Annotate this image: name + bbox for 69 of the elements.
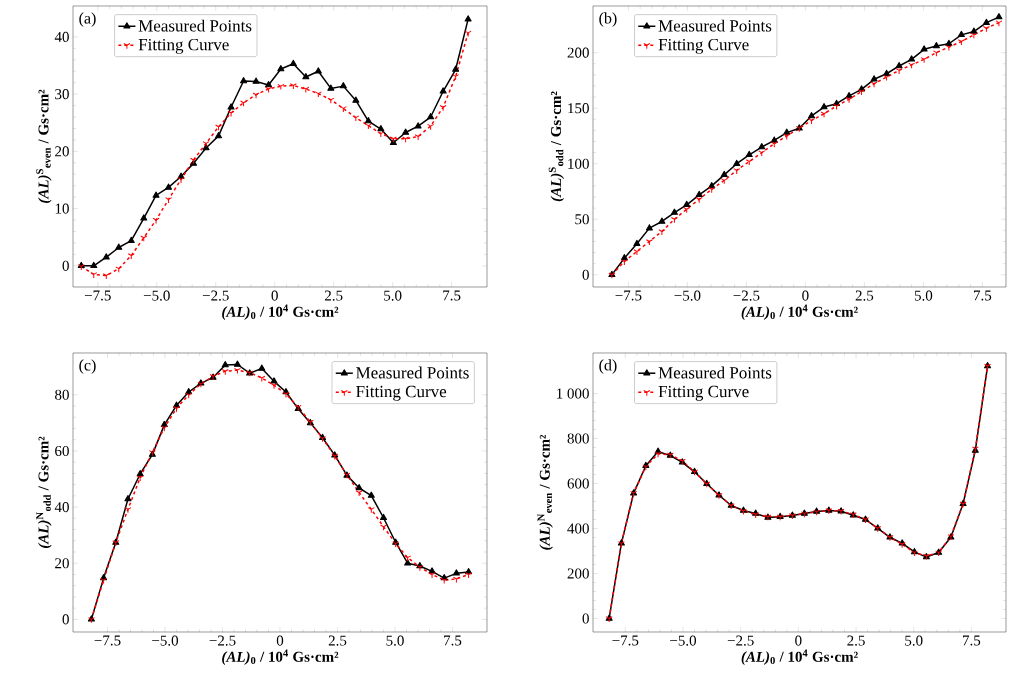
y-tick-label: 0 [62,260,69,271]
x-axis-title: (AL)$_{0}$ / 10$^{4}$ Gs·cm² [741,304,858,320]
x-tick-label: −5.0 [670,635,697,646]
y-tick-label: 30 [55,89,69,100]
y-tick-label: 80 [55,389,69,400]
legend-label: Fitting Curve [356,385,447,401]
x-tick-label: 5.0 [914,290,933,301]
x-tick-label: 2.5 [847,635,865,646]
y-tick-label: 40 [54,502,69,513]
legend-label: Fitting Curve [138,38,229,54]
x-tick-label: 5.0 [386,635,404,646]
x-tick-label: −2.5 [209,635,236,646]
x-tick-label: 7.5 [963,635,981,646]
annotation: (d) [599,359,617,374]
x-axis-title: (AL)$_{0}$ / 10$^{4}$ Gs·cm² [222,304,339,320]
annotation: (b) [599,12,617,27]
y-tick-label: 40 [54,31,69,42]
x-tick-label: −2.5 [727,635,754,646]
x-tick-label: 0 [795,635,802,646]
x-tick-label: 7.5 [974,290,992,301]
y-tick-label: 0 [62,614,69,625]
x-tick-label: −7.5 [612,635,639,646]
legend-label: Measured Points [658,19,772,32]
y-tick-label: 0 [582,269,589,280]
y-tick-label: 20 [55,146,69,157]
annotation: (a) [79,12,96,27]
y-tick-label: 200 [567,568,589,579]
y-tick-label: 20 [55,558,69,569]
x-tick-label: −7.5 [84,290,111,301]
y-tick-label: 60 [55,445,69,457]
x-tick-label: 0 [271,290,278,301]
y-tick-label: 800 [567,433,589,444]
x-axis-title: (AL)$_{0}$ / 10$^{4}$ Gs·cm² [741,649,858,665]
y-axis-title: (AL)$^{N}$$_{odd}$ / Gs·cm² [36,436,52,549]
x-tick-label: 5.0 [384,290,402,301]
y-tick-label: 1 000 [557,388,589,399]
x-axis-title: (AL)$_{0}$ / 10$^{4}$ Gs·cm² [222,649,339,665]
y-tick-label: 50 [575,214,589,225]
annotation: (c) [79,359,96,374]
x-tick-label: −2.5 [733,290,760,301]
x-tick-label: −5.0 [674,290,701,301]
legend-label: Fitting Curve [658,38,749,54]
y-tick-label: 10 [55,203,69,214]
legend-label: Measured Points [138,19,252,32]
x-tick-label: 7.5 [444,635,462,646]
x-tick-label: 0 [276,635,284,646]
x-tick-label: 7.5 [443,290,461,301]
y-axis-title: (AL)$^{N}$$_{even}$ / Gs·cm² [537,434,553,550]
x-tick-label: −7.5 [94,635,121,646]
y-tick-label: 0 [582,613,589,624]
x-tick-label: 5.0 [905,635,923,646]
x-tick-label: −5.0 [143,290,170,301]
x-tick-label: −7.5 [615,290,642,301]
x-tick-label: −5.0 [152,635,179,646]
x-tick-label: 0 [802,290,809,301]
y-tick-label: 400 [567,523,589,534]
x-tick-label: 2.5 [324,290,343,301]
y-axis-title: (AL)$^{S}$$_{even}$ / Gs·cm² [36,89,52,203]
legend-label: Measured Points [356,366,469,379]
y-axis-title: (AL)$^{S}$$_{odd}$ / Gs·cm² [548,91,565,202]
legend-label: Fitting Curve [658,385,749,401]
x-tick-label: 2.5 [328,635,347,646]
legend-label: Measured Points [658,366,772,379]
y-tick-label: 200 [567,47,589,58]
y-tick-label: 100 [568,158,589,169]
y-tick-label: 600 [567,478,589,489]
x-tick-label: −2.5 [202,290,229,301]
x-tick-label: 2.5 [855,290,874,301]
y-tick-label: 150 [568,103,589,114]
